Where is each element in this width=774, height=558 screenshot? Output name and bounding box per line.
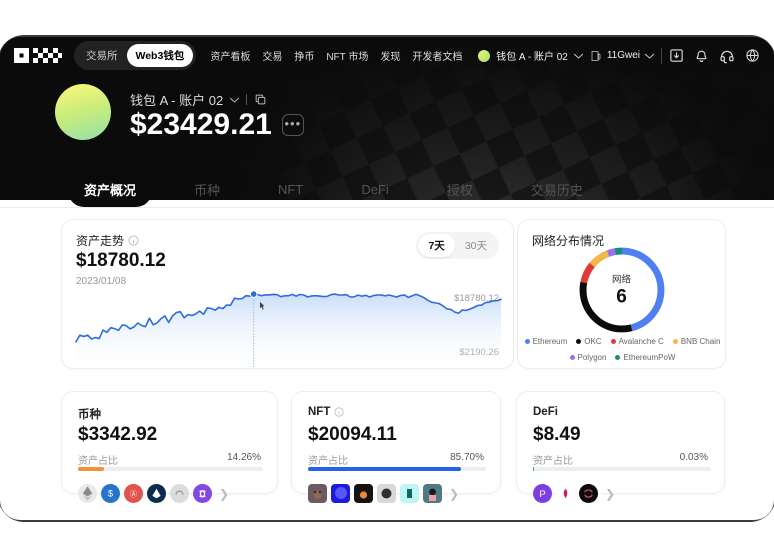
svg-text:$: $ bbox=[108, 488, 113, 498]
svg-text:Ⓐ: Ⓐ bbox=[130, 490, 137, 498]
svg-text:P: P bbox=[539, 489, 545, 500]
